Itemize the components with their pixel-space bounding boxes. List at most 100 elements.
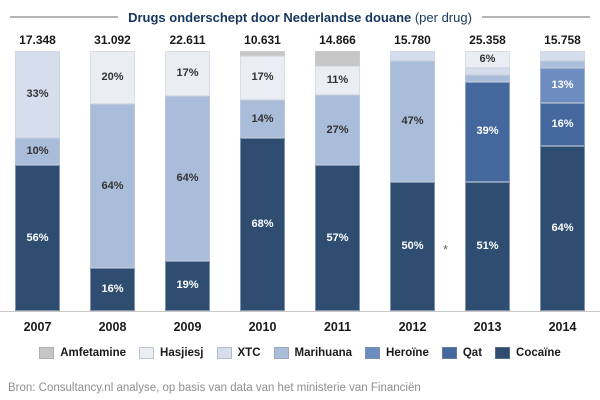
- bar-segment-xtc: 33%: [15, 51, 60, 138]
- legend-item-qat: Qat: [441, 347, 483, 359]
- legend-label: Qat: [462, 347, 483, 359]
- x-axis-tick-label: 2007: [23, 320, 52, 334]
- x-axis-tick-label: 2012: [398, 320, 427, 334]
- legend-swatch: [273, 347, 289, 359]
- bar-segment-cocaïne: 50%: [390, 182, 435, 311]
- legend-swatch: [441, 347, 457, 359]
- segment-value-label: 17%: [251, 71, 274, 84]
- segment-value-label: 56%: [26, 231, 49, 244]
- bar: 56% 10% 33%: [15, 51, 60, 311]
- segment-value-label: 50%: [401, 240, 424, 252]
- bar-column: 22.611 19% 64% 17%: [150, 33, 225, 311]
- segment-value-label: 64%: [101, 179, 124, 192]
- segment-value-label: 68%: [251, 217, 274, 230]
- title-rule-left: [10, 16, 119, 18]
- segment-value-label: 16%: [551, 117, 574, 130]
- bar-stack: 64% 16% 13%: [540, 51, 585, 311]
- bar: 57% 27% 11%: [315, 51, 360, 311]
- segment-value-label: 64%: [551, 221, 574, 234]
- bar-segment-marihuana: 27%: [315, 95, 360, 166]
- title-row: Drugs onderschept door Nederlandse douan…: [0, 0, 600, 27]
- legend-item-heroïne: Heroïne: [365, 347, 429, 359]
- legend-swatch: [495, 347, 511, 359]
- bar-segment-hasjiesj: 11%: [315, 65, 360, 96]
- bar-segment-marihuana: [540, 60, 585, 68]
- bar-segment-xtc: [390, 51, 435, 61]
- bar-segment-qat: 16%: [540, 102, 585, 146]
- bar-segment-hasjiesj: 20%: [90, 51, 135, 104]
- segment-value-label: 13%: [551, 78, 574, 91]
- legend: Amfetamine Hasjiesj XTC Marihuana Heroïne Qat…: [0, 347, 600, 359]
- x-axis-tick-label: 2013: [473, 320, 502, 334]
- segment-value-label: 20%: [101, 70, 124, 83]
- bar-total-label: 22.611: [169, 33, 206, 47]
- x-axis-tick-label: 2011: [323, 320, 352, 334]
- segment-value-label: 64%: [176, 171, 199, 184]
- x-axis-tick-label: 2014: [548, 320, 577, 334]
- segment-value-label: 33%: [26, 87, 49, 100]
- bar-column: 15.780 50% 47% *: [375, 33, 450, 311]
- bar-column: 17.348 56% 10% 33%: [0, 33, 75, 311]
- legend-item-cocaïne: Cocaïne: [495, 347, 561, 359]
- chart-title-bold: Drugs onderschept door Nederlandse douan…: [128, 9, 412, 25]
- segment-value-label: 16%: [101, 283, 124, 296]
- segment-value-label: 17%: [176, 67, 199, 80]
- legend-label: Cocaïne: [516, 347, 561, 359]
- legend-swatch: [139, 347, 155, 359]
- bar-segment-xtc: [540, 51, 585, 61]
- bar-segment-cocaïne: 51%: [465, 181, 510, 311]
- bar-segment-xtc: [465, 68, 510, 75]
- legend-swatch: [39, 347, 55, 359]
- legend-item-amfetamine: Amfetamine: [39, 347, 126, 359]
- bar-segment-cocaïne: 56%: [15, 165, 60, 311]
- bar-total-label: 25.358: [469, 33, 506, 47]
- legend-item-hasjiesj: Hasjiesj: [139, 347, 204, 359]
- segment-value-label: 57%: [326, 231, 349, 244]
- bar-column: 31.092 16% 64% 20%: [75, 33, 150, 311]
- bar-column: 15.758 64% 16% 13%: [525, 33, 600, 311]
- legend-item-xtc: XTC: [216, 347, 261, 359]
- legend-item-marihuana: Marihuana: [273, 347, 353, 359]
- bar-column: 10.631 68% 14% 17%: [225, 33, 300, 311]
- legend-swatch: [216, 347, 232, 359]
- bar-stack: 68% 14% 17%: [240, 51, 285, 311]
- bar-segment-heroïne: 13%: [540, 67, 585, 103]
- bar-segment-hasjiesj: 17%: [240, 55, 285, 101]
- bar-column: 14.866 57% 27% 11%: [300, 33, 375, 311]
- bar-total-label: 17.348: [19, 33, 56, 47]
- bar-segment-marihuana: [465, 75, 510, 82]
- segment-value-label: 11%: [326, 73, 349, 86]
- bar-segment-cocaïne: 68%: [240, 137, 285, 311]
- segment-value-label: 47%: [401, 114, 424, 127]
- bar: 51% 39% 6%: [465, 51, 510, 311]
- bar-segment-hasjiesj: 17%: [165, 50, 210, 97]
- bar-segment-qat: 39%: [465, 82, 510, 182]
- bar-segment-hasjiesj: 6%: [465, 51, 510, 68]
- bar-segment-cocaïne: 16%: [90, 268, 135, 311]
- x-axis-tick-label: 2010: [248, 320, 277, 334]
- segment-value-label: 39%: [476, 125, 499, 138]
- bar-stack: 57% 27% 11%: [315, 51, 360, 311]
- bar-stack: 56% 10% 33%: [15, 51, 60, 311]
- bar-segment-cocaïne: 57%: [315, 165, 360, 311]
- bar-segment-marihuana: 64%: [165, 96, 210, 261]
- bar-segment-cocaïne: 64%: [540, 145, 585, 311]
- chart-title: Drugs onderschept door Nederlandse douan…: [128, 10, 472, 25]
- legend-label: XTC: [237, 347, 261, 359]
- legend-label: Marihuana: [294, 347, 353, 359]
- footnote-asterisk: *: [442, 242, 448, 257]
- bar-total-label: 31.092: [94, 33, 131, 47]
- segment-value-label: 14%: [251, 112, 274, 125]
- bar-total-label: 15.780: [394, 33, 431, 47]
- chart-title-regular: (per drug): [411, 9, 472, 25]
- bar-stack: 50% 47%: [390, 51, 435, 311]
- bar-total-label: 15.758: [544, 33, 581, 47]
- segment-value-label: 10%: [26, 145, 49, 157]
- segment-value-label: 51%: [476, 239, 499, 252]
- segment-value-label: 27%: [326, 123, 349, 136]
- bar: 68% 14% 17%: [240, 51, 285, 311]
- segment-value-label: 19%: [176, 279, 199, 292]
- legend-label: Hasjiesj: [160, 347, 204, 359]
- bar: 64% 16% 13%: [540, 51, 585, 311]
